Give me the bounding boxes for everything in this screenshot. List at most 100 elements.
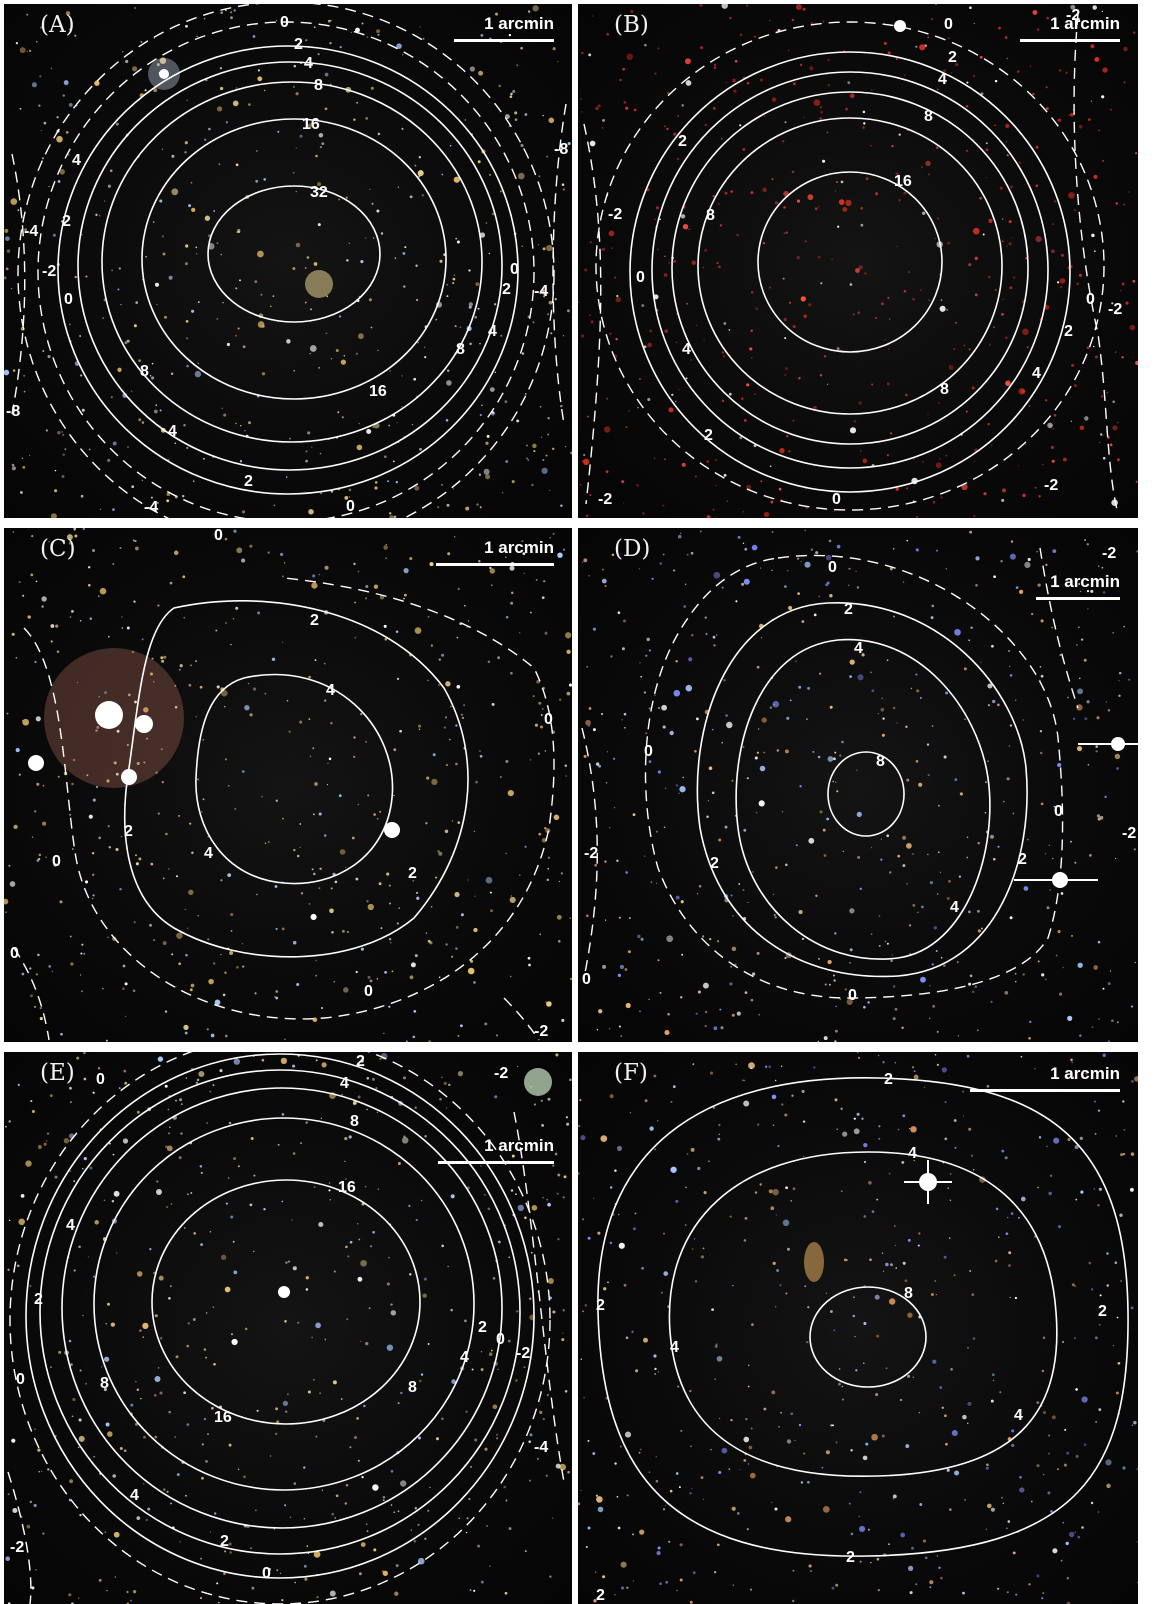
star bbox=[578, 1502, 581, 1506]
star bbox=[27, 615, 31, 619]
star bbox=[906, 843, 912, 849]
star bbox=[751, 357, 753, 359]
star bbox=[1123, 81, 1126, 84]
contours bbox=[11, 4, 567, 518]
star bbox=[5, 1125, 7, 1128]
star bbox=[1070, 840, 1072, 843]
star bbox=[902, 1114, 906, 1118]
star bbox=[748, 1062, 755, 1069]
scale-bar: 1 arcmin bbox=[1020, 14, 1120, 42]
star bbox=[692, 1063, 695, 1065]
star bbox=[174, 442, 177, 445]
star bbox=[844, 988, 847, 991]
star bbox=[653, 1074, 657, 1078]
star bbox=[490, 909, 493, 913]
star bbox=[826, 131, 829, 134]
star bbox=[1036, 1401, 1040, 1405]
star bbox=[524, 113, 528, 116]
star bbox=[91, 852, 95, 855]
star bbox=[1075, 644, 1078, 646]
star bbox=[601, 713, 603, 715]
star bbox=[62, 94, 65, 97]
star bbox=[457, 1034, 460, 1037]
star bbox=[750, 998, 754, 1002]
star bbox=[708, 766, 713, 771]
star bbox=[740, 397, 744, 400]
star bbox=[224, 705, 226, 708]
star bbox=[107, 1431, 113, 1437]
star bbox=[159, 199, 163, 203]
contour-label: 0 bbox=[828, 559, 837, 576]
star bbox=[1094, 1336, 1098, 1340]
star bbox=[1057, 118, 1062, 122]
contour-label: -8 bbox=[6, 403, 20, 420]
star bbox=[201, 1443, 204, 1446]
star bbox=[1006, 1216, 1009, 1219]
star bbox=[377, 33, 380, 36]
star bbox=[779, 447, 785, 454]
star bbox=[591, 15, 594, 17]
star bbox=[185, 953, 188, 957]
star bbox=[1012, 1551, 1016, 1555]
star bbox=[281, 641, 284, 643]
star bbox=[321, 142, 325, 146]
star bbox=[192, 480, 195, 483]
star bbox=[184, 262, 188, 266]
star bbox=[171, 154, 175, 158]
star bbox=[997, 845, 1000, 848]
contour-label: 8 bbox=[100, 1375, 109, 1392]
star bbox=[341, 416, 344, 419]
star bbox=[610, 1186, 613, 1189]
star bbox=[237, 327, 240, 330]
star bbox=[617, 611, 621, 615]
star bbox=[1119, 1213, 1123, 1217]
star bbox=[930, 1293, 934, 1296]
contour-label: 4 bbox=[1032, 365, 1041, 382]
star bbox=[968, 1127, 972, 1131]
star bbox=[235, 87, 238, 89]
star bbox=[144, 89, 147, 92]
star bbox=[713, 66, 717, 70]
star bbox=[680, 996, 683, 999]
star bbox=[597, 1506, 604, 1513]
star bbox=[145, 255, 147, 258]
star bbox=[524, 392, 527, 395]
star bbox=[193, 1232, 196, 1235]
star bbox=[877, 1588, 880, 1592]
star bbox=[422, 37, 425, 40]
star bbox=[306, 1545, 309, 1548]
panel-label: (B) bbox=[614, 12, 649, 38]
star bbox=[315, 1435, 318, 1438]
star bbox=[711, 791, 715, 795]
star bbox=[423, 346, 426, 348]
star bbox=[676, 1589, 678, 1592]
star bbox=[721, 1447, 728, 1454]
star bbox=[773, 914, 776, 916]
star bbox=[151, 657, 154, 660]
star bbox=[281, 1113, 285, 1116]
star bbox=[7, 1268, 10, 1271]
star bbox=[860, 223, 864, 227]
contour-label: 8 bbox=[456, 341, 465, 358]
star bbox=[400, 1480, 407, 1487]
star bbox=[839, 998, 841, 1000]
star bbox=[305, 1121, 308, 1124]
star bbox=[595, 106, 599, 111]
star bbox=[108, 846, 112, 849]
star bbox=[947, 1187, 949, 1189]
star bbox=[863, 1005, 866, 1009]
star bbox=[659, 991, 662, 994]
star bbox=[997, 703, 1000, 707]
star bbox=[1043, 1473, 1045, 1476]
star bbox=[270, 305, 272, 308]
star bbox=[876, 1557, 880, 1561]
star bbox=[611, 553, 615, 557]
star bbox=[93, 1092, 95, 1094]
star bbox=[494, 1095, 498, 1099]
star bbox=[637, 407, 639, 409]
star-field bbox=[4, 528, 572, 1042]
star bbox=[936, 1063, 939, 1066]
star bbox=[632, 813, 636, 816]
star bbox=[1050, 445, 1054, 449]
star bbox=[467, 879, 469, 881]
